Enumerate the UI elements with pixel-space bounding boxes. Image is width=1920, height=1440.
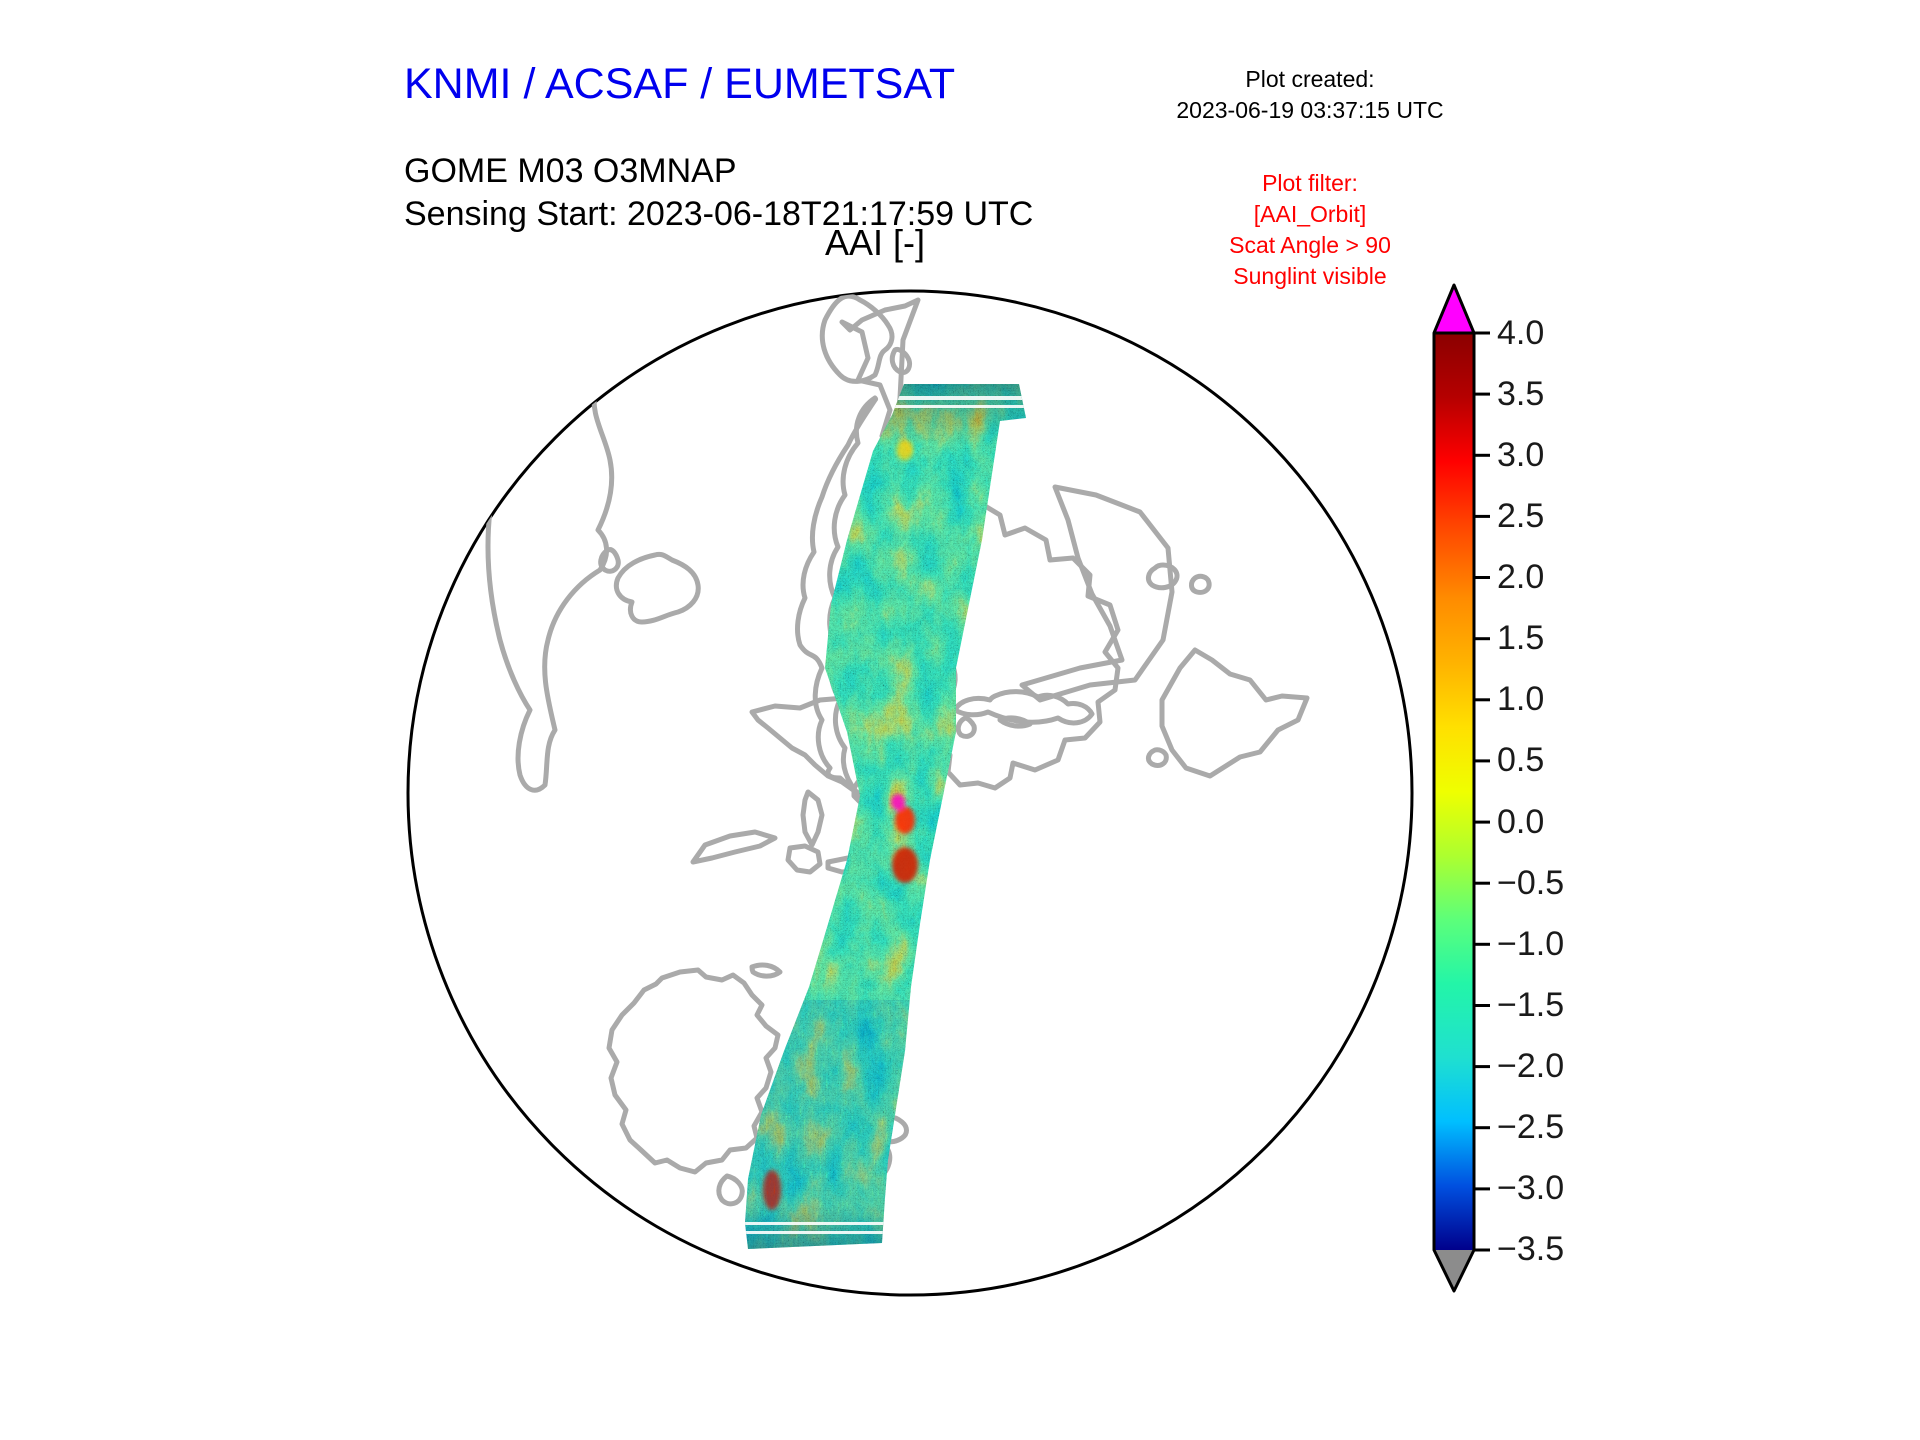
svg-text:1.5: 1.5 (1497, 619, 1544, 657)
svg-text:−1.0: −1.0 (1497, 925, 1564, 963)
svg-text:3.5: 3.5 (1497, 375, 1544, 413)
svg-text:2.5: 2.5 (1497, 497, 1544, 535)
svg-text:−3.5: −3.5 (1497, 1230, 1564, 1268)
svg-text:2.0: 2.0 (1497, 558, 1544, 596)
svg-text:−1.5: −1.5 (1497, 986, 1564, 1024)
svg-text:0.5: 0.5 (1497, 741, 1544, 779)
svg-text:−2.5: −2.5 (1497, 1108, 1564, 1146)
svg-text:−0.5: −0.5 (1497, 864, 1564, 902)
svg-text:0.0: 0.0 (1497, 803, 1544, 841)
svg-text:−3.0: −3.0 (1497, 1169, 1564, 1207)
svg-text:4.0: 4.0 (1497, 314, 1544, 352)
svg-text:1.0: 1.0 (1497, 680, 1544, 718)
svg-text:3.0: 3.0 (1497, 436, 1544, 474)
svg-text:−2.0: −2.0 (1497, 1047, 1564, 1085)
